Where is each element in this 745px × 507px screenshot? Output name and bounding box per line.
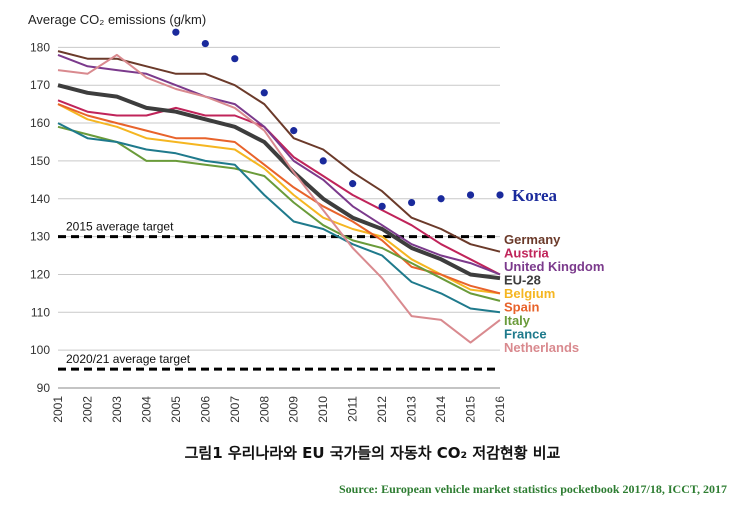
korea-points: Korea xyxy=(172,28,558,210)
korea-point xyxy=(378,202,386,210)
x-tick-label: 2010 xyxy=(316,396,330,423)
legend-entry-belgium: Belgium xyxy=(504,286,555,301)
x-tick-label: 2016 xyxy=(493,396,507,423)
y-tick-label: 170 xyxy=(30,78,50,92)
legend-entry-italy: Italy xyxy=(504,313,531,328)
target-lines: 2015 average target 2020/21 average targe… xyxy=(58,220,500,371)
x-tick-label: 2006 xyxy=(198,396,212,423)
series-lines xyxy=(57,50,501,344)
x-tick-label: 2008 xyxy=(257,396,271,423)
korea-point xyxy=(290,127,298,135)
y-axis-label: Average CO₂ emissions (g/km) xyxy=(28,12,206,27)
y-tick-label: 180 xyxy=(30,40,50,54)
legend-entry-spain: Spain xyxy=(504,300,539,315)
x-tick-label: 2012 xyxy=(375,396,389,423)
series-line-germany xyxy=(57,50,501,253)
x-tick-label: 2003 xyxy=(110,396,124,423)
korea-point xyxy=(260,89,268,97)
korea-point xyxy=(349,180,357,188)
emissions-chart: Average CO₂ emissions (g/km) 2015 averag… xyxy=(28,12,604,423)
x-tick-label: 2005 xyxy=(169,396,183,423)
target-label-0: 2015 average target xyxy=(66,220,174,234)
series-line-italy xyxy=(57,125,501,302)
x-tick-label: 2004 xyxy=(139,396,153,423)
korea-point xyxy=(466,191,475,199)
x-tick-label: 2002 xyxy=(80,396,94,423)
x-tick-label: 2014 xyxy=(434,396,448,423)
series-line-france xyxy=(57,122,501,314)
korea-point xyxy=(201,39,209,48)
x-tick-label: 2001 xyxy=(51,396,65,423)
y-tick-label: 110 xyxy=(31,305,50,319)
korea-point xyxy=(496,191,504,199)
legend-entry-netherlands: Netherlands xyxy=(504,340,579,355)
y-tick-label: 90 xyxy=(37,381,51,395)
x-tick-label: 2009 xyxy=(287,396,301,423)
axes: 90 100 110 120 130 140 150 160 170 180 2001 2002 200… xyxy=(30,40,507,422)
korea-point xyxy=(408,198,416,207)
y-tick-label: 140 xyxy=(30,192,50,206)
y-tick-label: 130 xyxy=(30,230,50,244)
series-line-austria xyxy=(57,99,501,276)
legend-entry-germany: Germany xyxy=(504,232,561,247)
y-tick-label: 150 xyxy=(30,154,50,168)
series-line-belgium xyxy=(57,103,501,295)
legend-entry-austria: Austria xyxy=(504,246,550,261)
x-tick-label: 2013 xyxy=(405,396,419,423)
x-tick-label: 2015 xyxy=(464,396,478,423)
korea-point xyxy=(437,195,445,203)
korea-point xyxy=(172,28,180,36)
target-label-1: 2020/21 average target xyxy=(66,352,191,366)
legend-entry-eu-28: EU-28 xyxy=(504,273,541,288)
legend-entry-france: France xyxy=(504,327,547,342)
y-tick-label: 160 xyxy=(30,116,50,130)
x-tick-label: 2011 xyxy=(346,396,360,422)
series-line-netherlands xyxy=(57,53,501,344)
y-tick-label: 120 xyxy=(30,267,50,281)
x-tick-label: 2007 xyxy=(228,396,242,423)
korea-point xyxy=(319,157,327,165)
y-tick-label: 100 xyxy=(30,343,50,357)
legend-entry-united-kingdom: United Kingdom xyxy=(504,259,604,274)
series-line-eu-28 xyxy=(57,83,501,281)
series-line-united-kingdom xyxy=(57,53,501,276)
figure-caption: 그림1 우리나라와 EU 국가들의 자동차 CO₂ 저감현황 비교 xyxy=(184,444,561,462)
korea-point xyxy=(231,55,239,63)
source-note: Source: European vehicle market statisti… xyxy=(339,482,727,496)
korea-label: Korea xyxy=(512,186,558,205)
